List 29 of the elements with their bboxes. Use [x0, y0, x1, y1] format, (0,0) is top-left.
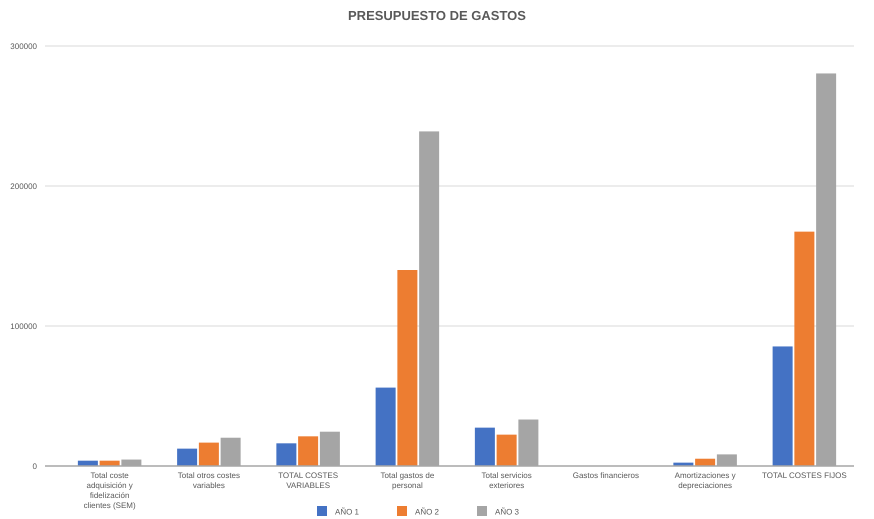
x-tick-label: Amortizaciones y depreciaciones: [674, 471, 736, 490]
x-tick-label: Total coste adquisición y fidelización clientes (SEM): [84, 471, 136, 510]
bar: [772, 346, 793, 466]
bar: [474, 428, 495, 466]
bar: [397, 270, 418, 466]
bar: [298, 436, 318, 466]
y-tick-label: 200000: [10, 182, 38, 191]
x-tick-label: TOTAL COSTES VARIABLES: [278, 471, 338, 490]
y-tick-label: 0: [32, 462, 38, 471]
bar: [794, 232, 814, 466]
bar: [78, 460, 98, 466]
legend-label: AÑO 2: [415, 506, 440, 516]
bar: [376, 388, 396, 466]
x-tick-label: Gastos financieros: [572, 471, 640, 480]
legend-label: AÑO 3: [495, 506, 520, 516]
chart-title: PRESUPUESTO DE GASTOS: [348, 8, 526, 23]
bar: [695, 458, 716, 466]
y-tick-label: 100000: [10, 322, 38, 331]
legend-label: AÑO 1: [335, 506, 360, 516]
bar: [100, 460, 120, 466]
bar: [496, 434, 517, 466]
x-tick-label: Total otros costes variables: [178, 471, 240, 490]
x-tick-label: TOTAL COSTES FIJOS: [762, 471, 847, 480]
bar: [276, 443, 296, 466]
bar: [177, 448, 198, 466]
y-tick-label: 300000: [10, 42, 38, 51]
x-tick-label: Total servicios exteriores: [482, 471, 532, 490]
bar: [198, 442, 219, 466]
x-tick-label: Total gastos de personal: [380, 471, 435, 490]
